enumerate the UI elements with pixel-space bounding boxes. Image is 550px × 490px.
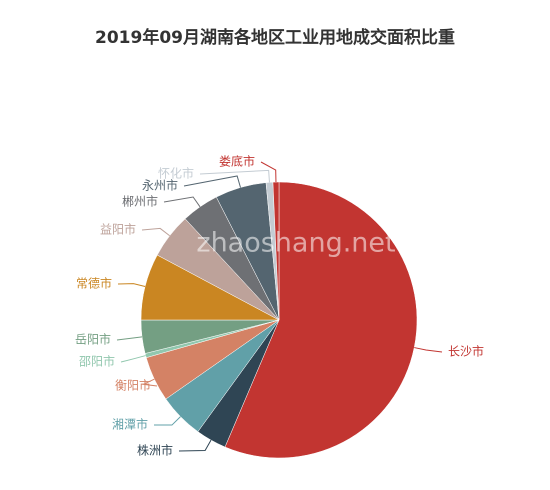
leader-line — [117, 283, 146, 288]
slice-label: 衡阳市 — [115, 378, 151, 393]
leader-line — [153, 416, 181, 426]
leader-line — [163, 196, 201, 208]
leader-line — [183, 175, 241, 188]
chart-title: 2019年09月湖南各地区工业用地成交面积比重 — [95, 27, 455, 48]
leader-line — [116, 336, 143, 341]
leader-line — [199, 169, 270, 183]
leader-line — [120, 355, 146, 363]
slice-label: 湘潭市 — [112, 417, 148, 432]
slice-label: 长沙市 — [448, 344, 484, 359]
slice-label: 株洲市 — [137, 443, 173, 458]
slice-label: 永州市 — [142, 178, 178, 193]
slice-label: 郴州市 — [122, 194, 158, 209]
slice-label: 邵阳市 — [79, 354, 115, 369]
slice-label: 常德市 — [76, 276, 112, 291]
slice-label: 娄底市 — [219, 154, 255, 169]
pie-slice — [224, 181, 418, 459]
slice-label: 怀化市 — [158, 166, 194, 181]
leader-line — [414, 347, 443, 353]
leader-line — [178, 439, 212, 452]
slice-label: 岳阳市 — [75, 332, 111, 347]
leader-line — [141, 378, 158, 387]
slice-label: 益阳市 — [100, 222, 136, 237]
leader-line — [260, 161, 277, 183]
watermark: zhaoshang.net — [196, 228, 395, 259]
leader-line — [141, 227, 170, 237]
